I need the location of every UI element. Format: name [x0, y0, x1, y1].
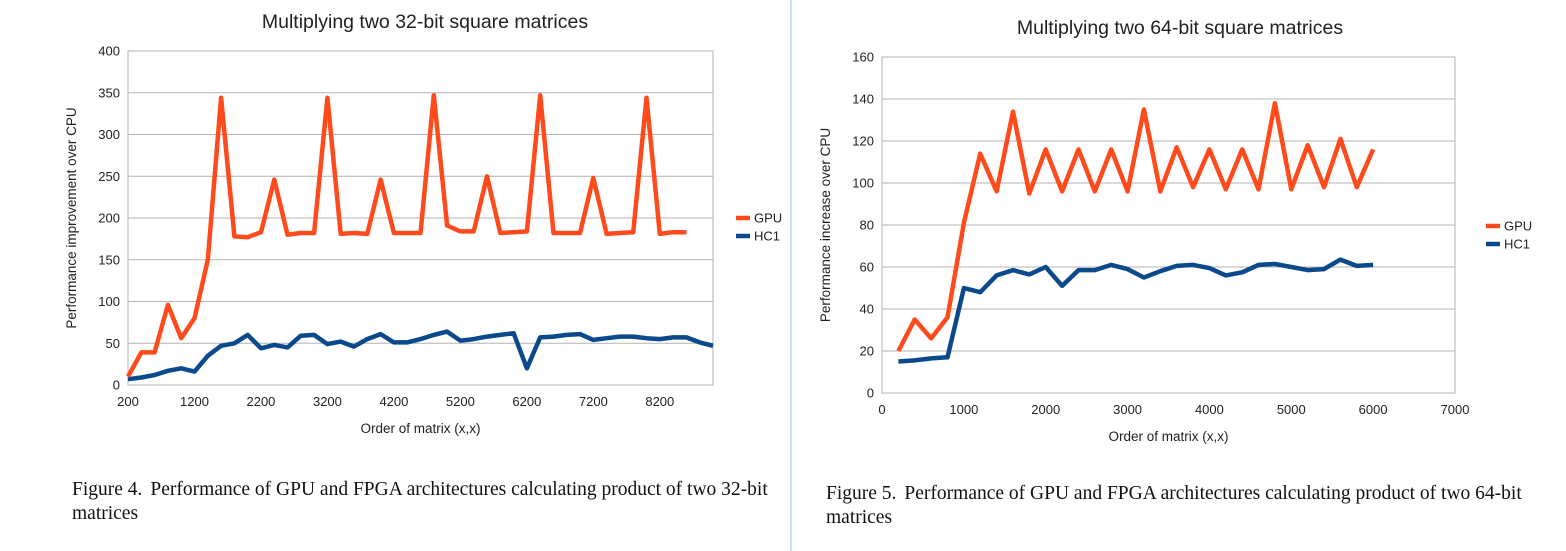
x-axis-label: Order of matrix (x,x): [360, 421, 480, 436]
series-line-gpu: [126, 93, 687, 378]
x-tick-label: 7200: [579, 394, 608, 409]
plot-area-border: [881, 56, 1456, 394]
x-tick-label: 1000: [949, 402, 978, 417]
legend-label-gpu: GPU: [1504, 219, 1532, 234]
x-tick-label: 6000: [1359, 402, 1388, 417]
figure-4-caption: Figure 4. Performance of GPU and FPGA arc…: [72, 478, 784, 526]
y-tick-label: 160: [852, 50, 874, 65]
chart-32bit: 0 50 100 150 200 250 300 350 400 200 1200 2200 3200 4…: [64, 11, 782, 436]
y-tick-label: 50: [106, 336, 120, 351]
y-tick-label: 300: [98, 127, 120, 142]
y-tick-label: 0: [113, 378, 120, 393]
figure-5-caption: Figure 5. Performance of GPU and FPGA arc…: [826, 482, 1546, 530]
legend-label-hc1: HC1: [1504, 237, 1530, 252]
plot-area-border: [127, 50, 714, 386]
figure-4-caption-text: Performance of GPU and FPGA architecture…: [72, 479, 768, 524]
legend-label-gpu: GPU: [754, 211, 782, 226]
y-tick-label: 0: [867, 386, 874, 401]
y-tick-label: 350: [98, 85, 120, 100]
y-tick-label: 150: [98, 252, 120, 267]
x-tick-label: 4200: [379, 394, 408, 409]
y-axis-label: Performance improvement over CPU: [64, 107, 79, 328]
legend-label-hc1: HC1: [754, 229, 780, 244]
x-tick-label: 3200: [313, 394, 342, 409]
x-tick-label: 7000: [1441, 402, 1470, 417]
figure-4-panel: 0 50 100 150 200 250 300 350 400 200 1200 2200 3200 4…: [64, 0, 792, 551]
figure-4-label: Figure 4.: [72, 479, 143, 500]
x-tick-label: 5000: [1277, 402, 1306, 417]
x-tick-label: 4000: [1195, 402, 1224, 417]
y-tick-label: 200: [98, 211, 120, 226]
series-line-hc1: [127, 329, 714, 382]
chart-64bit: 0 20 40 60 80 100 120 140 160 0 1000 2000 3000 4000 50…: [818, 17, 1532, 444]
y-tick-label: 250: [98, 169, 120, 184]
y-tick-label: 40: [860, 302, 874, 317]
figure-5-panel: 0 20 40 60 80 100 120 140 160 0 1000 2000 3000 4000 50…: [800, 0, 1566, 551]
series-line-hc1: [898, 257, 1374, 364]
x-tick-label: 8200: [645, 394, 674, 409]
chart-title: Multiplying two 64-bit square matrices: [1017, 17, 1343, 39]
y-tick-label: 120: [852, 134, 874, 149]
x-tick-label: 2200: [246, 394, 275, 409]
y-tick-label: 20: [860, 344, 874, 359]
y-tick-label: 100: [852, 176, 874, 191]
series-line-gpu: [896, 100, 1376, 353]
figure-5-caption-text: Performance of GPU and FPGA architecture…: [826, 483, 1522, 528]
x-tick-label: 6200: [512, 394, 541, 409]
x-tick-label: 5200: [446, 394, 475, 409]
y-tick-label: 400: [98, 44, 120, 59]
y-tick-label: 60: [860, 260, 874, 275]
y-tick-label: 100: [98, 294, 120, 309]
x-axis-label: Order of matrix (x,x): [1108, 429, 1228, 444]
x-tick-label: 1200: [180, 394, 209, 409]
figure-5-label: Figure 5.: [826, 483, 897, 504]
x-tick-label: 200: [117, 394, 139, 409]
x-tick-label: 2000: [1031, 402, 1060, 417]
y-axis-label: Performance increase over CPU: [818, 128, 833, 322]
y-tick-label: 80: [860, 218, 874, 233]
x-tick-label: 0: [878, 402, 885, 417]
x-tick-label: 3000: [1113, 402, 1142, 417]
chart-title: Multiplying two 32-bit square matrices: [262, 11, 588, 33]
y-tick-label: 140: [852, 92, 874, 107]
